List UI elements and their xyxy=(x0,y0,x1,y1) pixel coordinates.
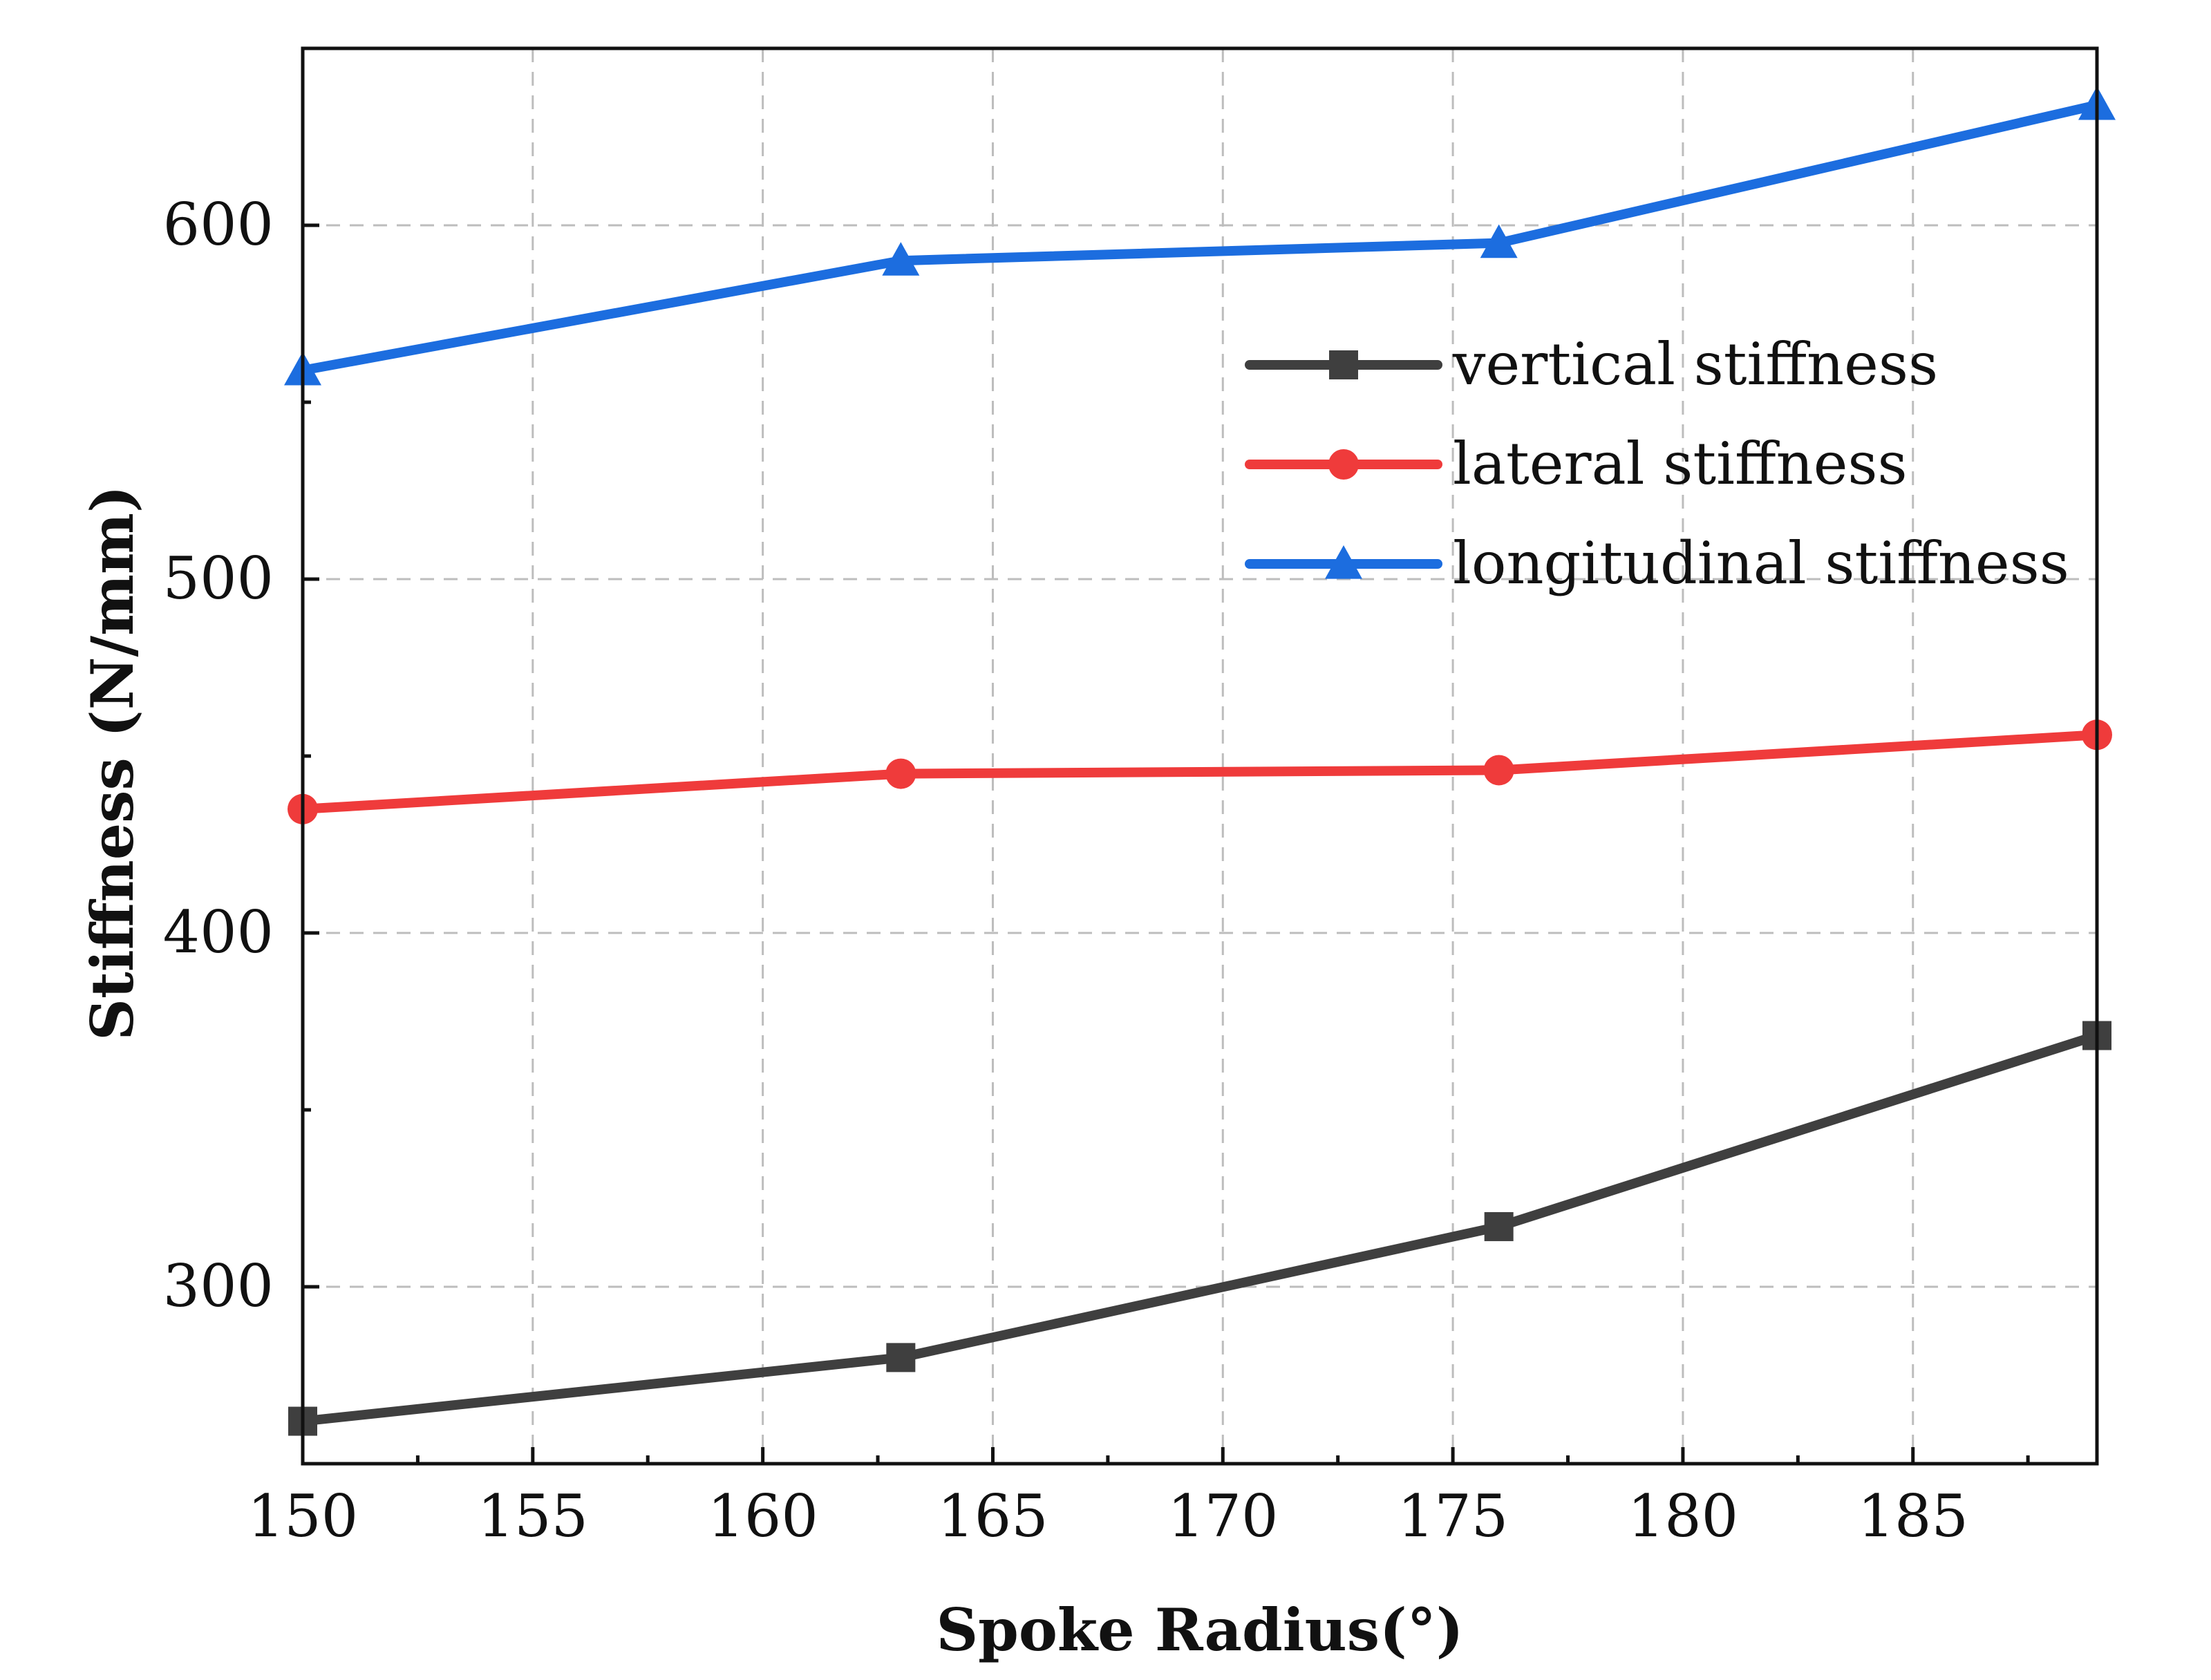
plot-frame xyxy=(301,46,2099,1466)
lateral-stiffness-point-2 xyxy=(1483,755,1514,786)
y-tick-label-2: 500 xyxy=(163,545,274,612)
legend-marker-longitudinal xyxy=(1325,545,1362,579)
legend: vertical stiffness lateral stiffness longi… xyxy=(1245,330,2069,597)
y-tick-label-1: 400 xyxy=(163,898,274,966)
legend-label-lateral: lateral stiffness xyxy=(1453,430,1908,498)
lateral-stiffness-point-1 xyxy=(885,758,916,789)
grid xyxy=(303,48,2097,1464)
series-layer xyxy=(284,86,2116,1436)
x-tick-label-2: 160 xyxy=(707,1482,818,1550)
x-tick-label-7: 185 xyxy=(1858,1482,1968,1550)
longitudinal-stiffness-point-2 xyxy=(1480,224,1518,258)
vertical-stiffness-line xyxy=(298,1030,2102,1426)
lateral-stiffness-line xyxy=(298,730,2102,814)
x-tick-label-0: 150 xyxy=(247,1482,358,1550)
longitudinal-stiffness-line xyxy=(298,100,2102,375)
x-tick-label-4: 170 xyxy=(1167,1482,1278,1550)
legend-label-longitudinal: longitudinal stiffness xyxy=(1453,529,2069,597)
legend-marker-lateral xyxy=(1328,449,1359,480)
x-tick-label-5: 175 xyxy=(1398,1482,1508,1550)
x-tick-label-1: 155 xyxy=(478,1482,588,1550)
vertical-stiffness-point-2 xyxy=(1484,1211,1514,1241)
x-axis-title: Spoke Radius(°) xyxy=(937,1596,1464,1664)
vertical-stiffness-point-1 xyxy=(886,1343,916,1372)
legend-marker-vertical xyxy=(1329,350,1358,379)
x-tick-label-6: 180 xyxy=(1628,1482,1738,1550)
axes: 150 155 160 165 170 175 180 185 300 400 500 600 xyxy=(163,191,2030,1550)
longitudinal-stiffness-point-1 xyxy=(882,242,920,276)
y-axis-title: Stiffness (N/mm) xyxy=(78,485,147,1040)
y-tick-label-3: 600 xyxy=(163,191,274,258)
x-tick-label-3: 165 xyxy=(937,1482,1048,1550)
y-tick-label-0: 300 xyxy=(163,1252,274,1320)
legend-label-vertical: vertical stiffness xyxy=(1452,330,1938,398)
